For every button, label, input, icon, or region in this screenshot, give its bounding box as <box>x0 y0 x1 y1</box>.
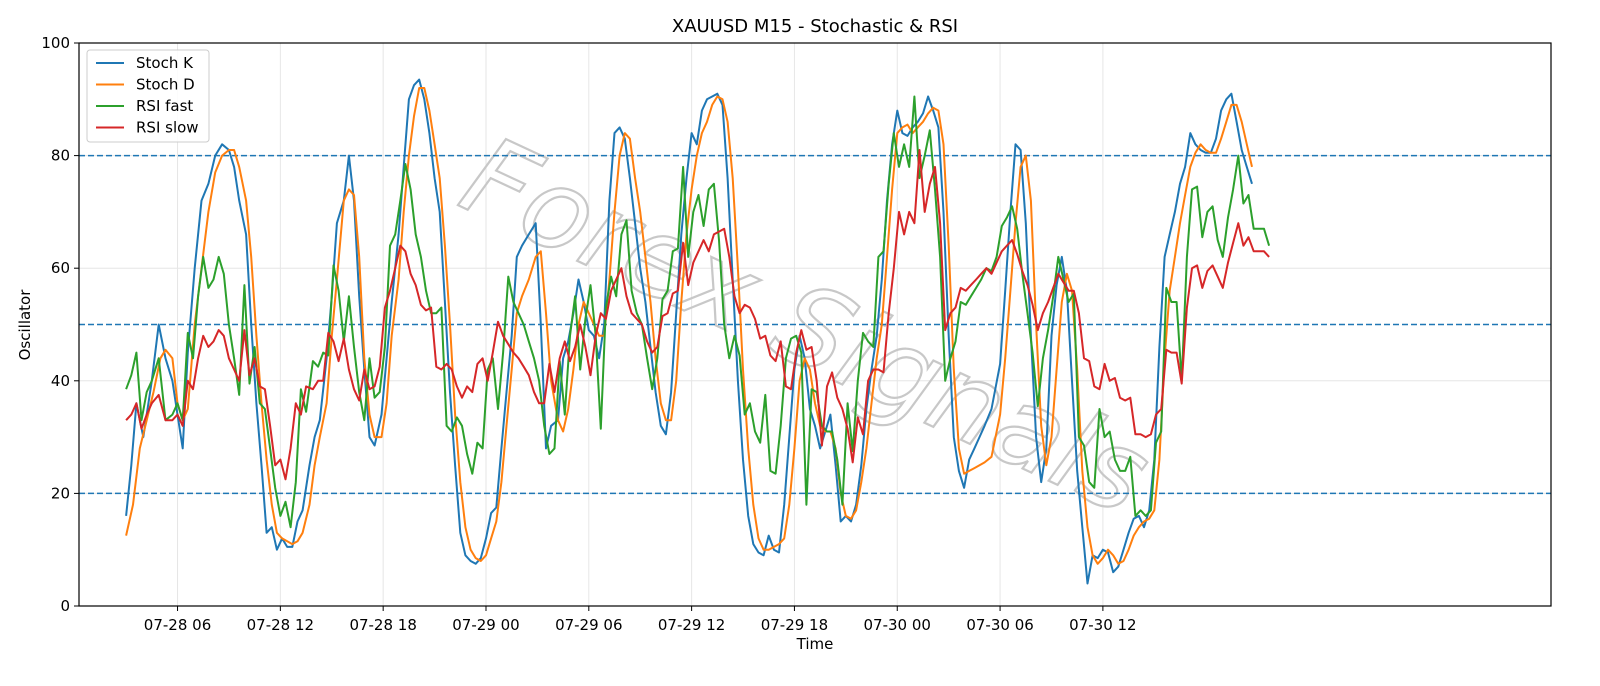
reference-lines <box>79 154 1551 495</box>
x-tick-label: 07-28 12 <box>247 616 314 634</box>
legend: Stoch K Stoch D RSI fast RSI slow <box>86 49 210 143</box>
x-tick-label: 07-29 06 <box>555 616 622 634</box>
series-line-rsi-slow <box>125 149 1270 481</box>
x-tick-label: 07-28 18 <box>349 616 416 634</box>
x-tick-label: 07-30 00 <box>864 616 931 634</box>
y-tick-label: 60 <box>51 259 70 277</box>
x-tick-label: 07-30 12 <box>1069 616 1136 634</box>
x-tick-label: 07-29 12 <box>658 616 725 634</box>
legend-label: RSI fast <box>136 97 193 115</box>
y-axis: 0 20 40 60 80 100 <box>41 34 79 615</box>
y-tick-label: 20 <box>51 484 70 502</box>
y-tick-label: 80 <box>51 147 70 165</box>
legend-label: Stoch K <box>136 54 194 72</box>
x-axis-label: Time <box>796 635 834 653</box>
legend-label: Stoch D <box>136 76 195 94</box>
y-axis-label: Oscillator <box>16 289 34 361</box>
series-lines <box>125 78 1271 585</box>
y-tick-label: 100 <box>41 34 70 52</box>
y-tick-label: 0 <box>60 597 70 615</box>
x-tick-label: 07-28 06 <box>144 616 211 634</box>
series-line-rsi-fast <box>125 95 1271 529</box>
plot-frame <box>78 42 1552 607</box>
x-axis: 07-28 06 07-28 12 07-28 18 07-29 00 07-29 06… <box>144 606 1137 634</box>
legend-box <box>86 49 210 143</box>
y-tick-label: 40 <box>51 372 70 390</box>
x-tick-label: 07-29 00 <box>452 616 519 634</box>
legend-label: RSI slow <box>136 119 199 137</box>
x-tick-label: 07-30 06 <box>966 616 1033 634</box>
series-line-stoch-d <box>125 87 1253 565</box>
chart-title: XAUUSD M15 - Stochastic & RSI <box>672 16 958 37</box>
x-tick-label: 07-29 18 <box>761 616 828 634</box>
